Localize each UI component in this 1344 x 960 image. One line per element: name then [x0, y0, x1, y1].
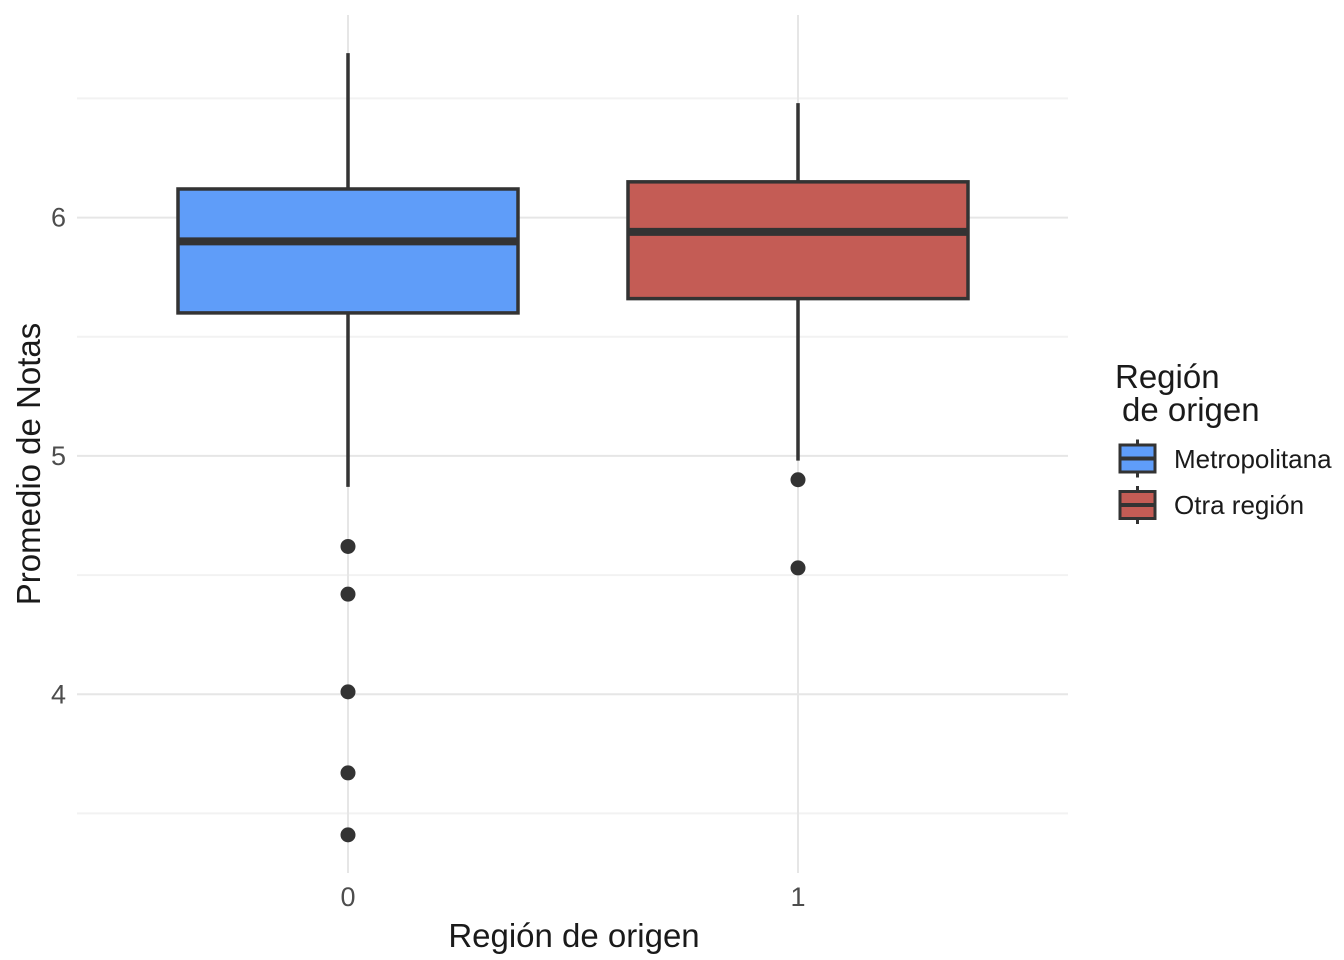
y-axis-tick-labels: 4 5 6: [51, 203, 66, 710]
x-axis-title: Región de origen: [448, 917, 699, 954]
outlier-point: [340, 827, 356, 843]
outlier-point: [340, 586, 356, 602]
boxplot-box: [626, 180, 970, 301]
legend: Región de origen Metropolitana Otra regi…: [1115, 358, 1332, 524]
y-tick-label: 5: [51, 441, 66, 471]
boxplot-box: [176, 187, 520, 315]
outlier-point: [340, 538, 356, 554]
boxplot-group-1: [626, 103, 970, 576]
gridlines: [77, 15, 1068, 873]
legend-label-metropolitana: Metropolitana: [1174, 444, 1332, 474]
legend-title-line-2: de origen: [1122, 391, 1260, 428]
outlier-point: [790, 472, 806, 488]
outlier-point: [340, 684, 356, 700]
outlier-point: [340, 765, 356, 781]
y-tick-label: 4: [51, 679, 66, 709]
boxplot-group-0: [176, 53, 520, 843]
y-axis-title: Promedio de Notas: [10, 323, 47, 605]
legend-key-otra-region: [1118, 486, 1157, 524]
legend-keys: [1118, 439, 1157, 524]
y-tick-label: 6: [51, 203, 66, 233]
legend-title-line-1: Región: [1115, 358, 1220, 395]
legend-key-metropolitana: [1118, 439, 1157, 478]
legend-label-otra-region: Otra región: [1174, 490, 1304, 520]
x-tick-label: 1: [790, 882, 805, 912]
boxplots: [176, 53, 970, 843]
outlier-point: [790, 560, 806, 576]
x-tick-label: 0: [340, 882, 355, 912]
